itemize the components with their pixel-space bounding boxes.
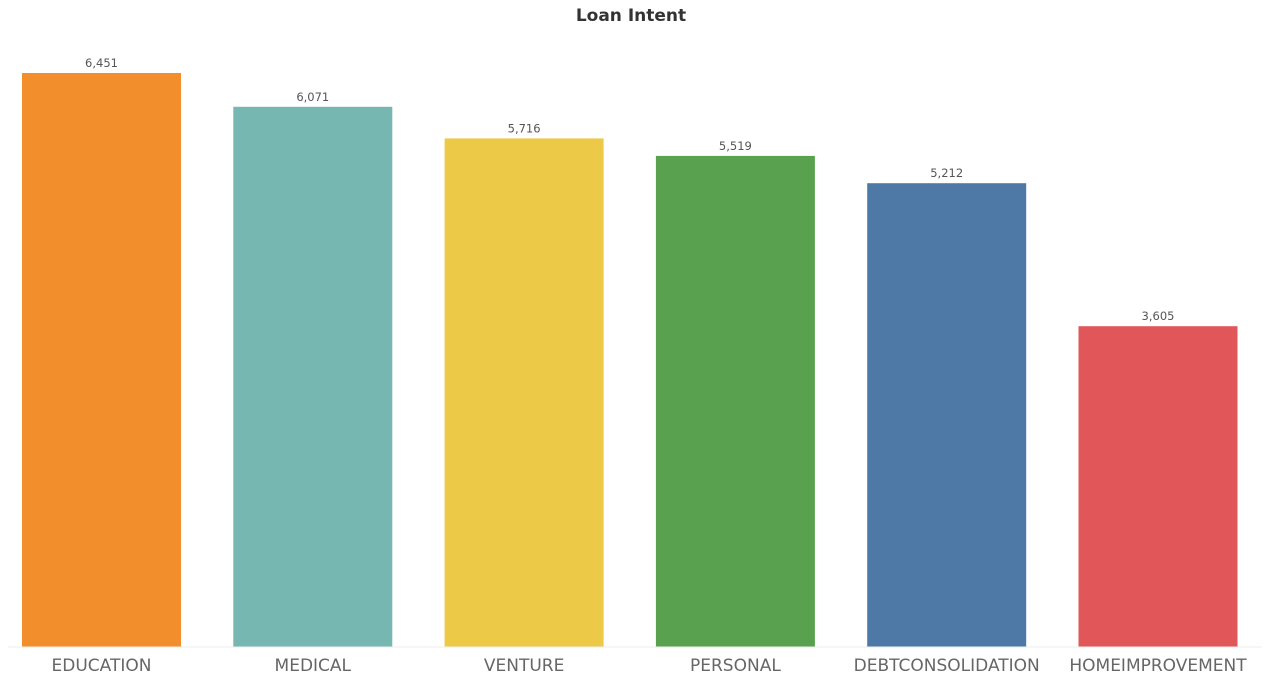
bar-education[interactable] [22, 73, 181, 647]
bar-homeimprovement[interactable] [1078, 326, 1238, 647]
value-label-medical: 6,071 [296, 90, 329, 104]
chart-title: Loan Intent [575, 6, 687, 26]
category-label-medical: MEDICAL [275, 656, 352, 676]
bar-debtconsolidation[interactable] [867, 183, 1027, 647]
value-label-venture: 5,716 [508, 121, 541, 135]
bar-personal[interactable] [655, 155, 815, 647]
value-label-personal: 5,519 [719, 139, 752, 153]
value-label-education: 6,451 [85, 56, 118, 70]
bar-venture[interactable] [444, 138, 604, 647]
category-label-education: EDUCATION [52, 656, 152, 676]
bar-medical[interactable] [233, 106, 393, 648]
category-labels-group: EDUCATION MEDICAL VENTURE PERSONAL DEBTCONSO… [52, 656, 1248, 676]
category-label-personal: PERSONAL [690, 656, 781, 676]
category-label-debtconsolidation: DEBTCONSOLIDATION [854, 656, 1040, 676]
value-label-debtconsolidation: 5,212 [930, 166, 963, 180]
category-label-homeimprovement: HOMEIMPROVEMENT [1069, 656, 1247, 676]
category-label-venture: VENTURE [484, 656, 564, 676]
value-labels-group: 6,451 6,071 5,716 5,519 5,212 3,605 [85, 56, 1174, 323]
value-label-homeimprovement: 3,605 [1142, 309, 1175, 323]
bars-group [22, 73, 1238, 648]
